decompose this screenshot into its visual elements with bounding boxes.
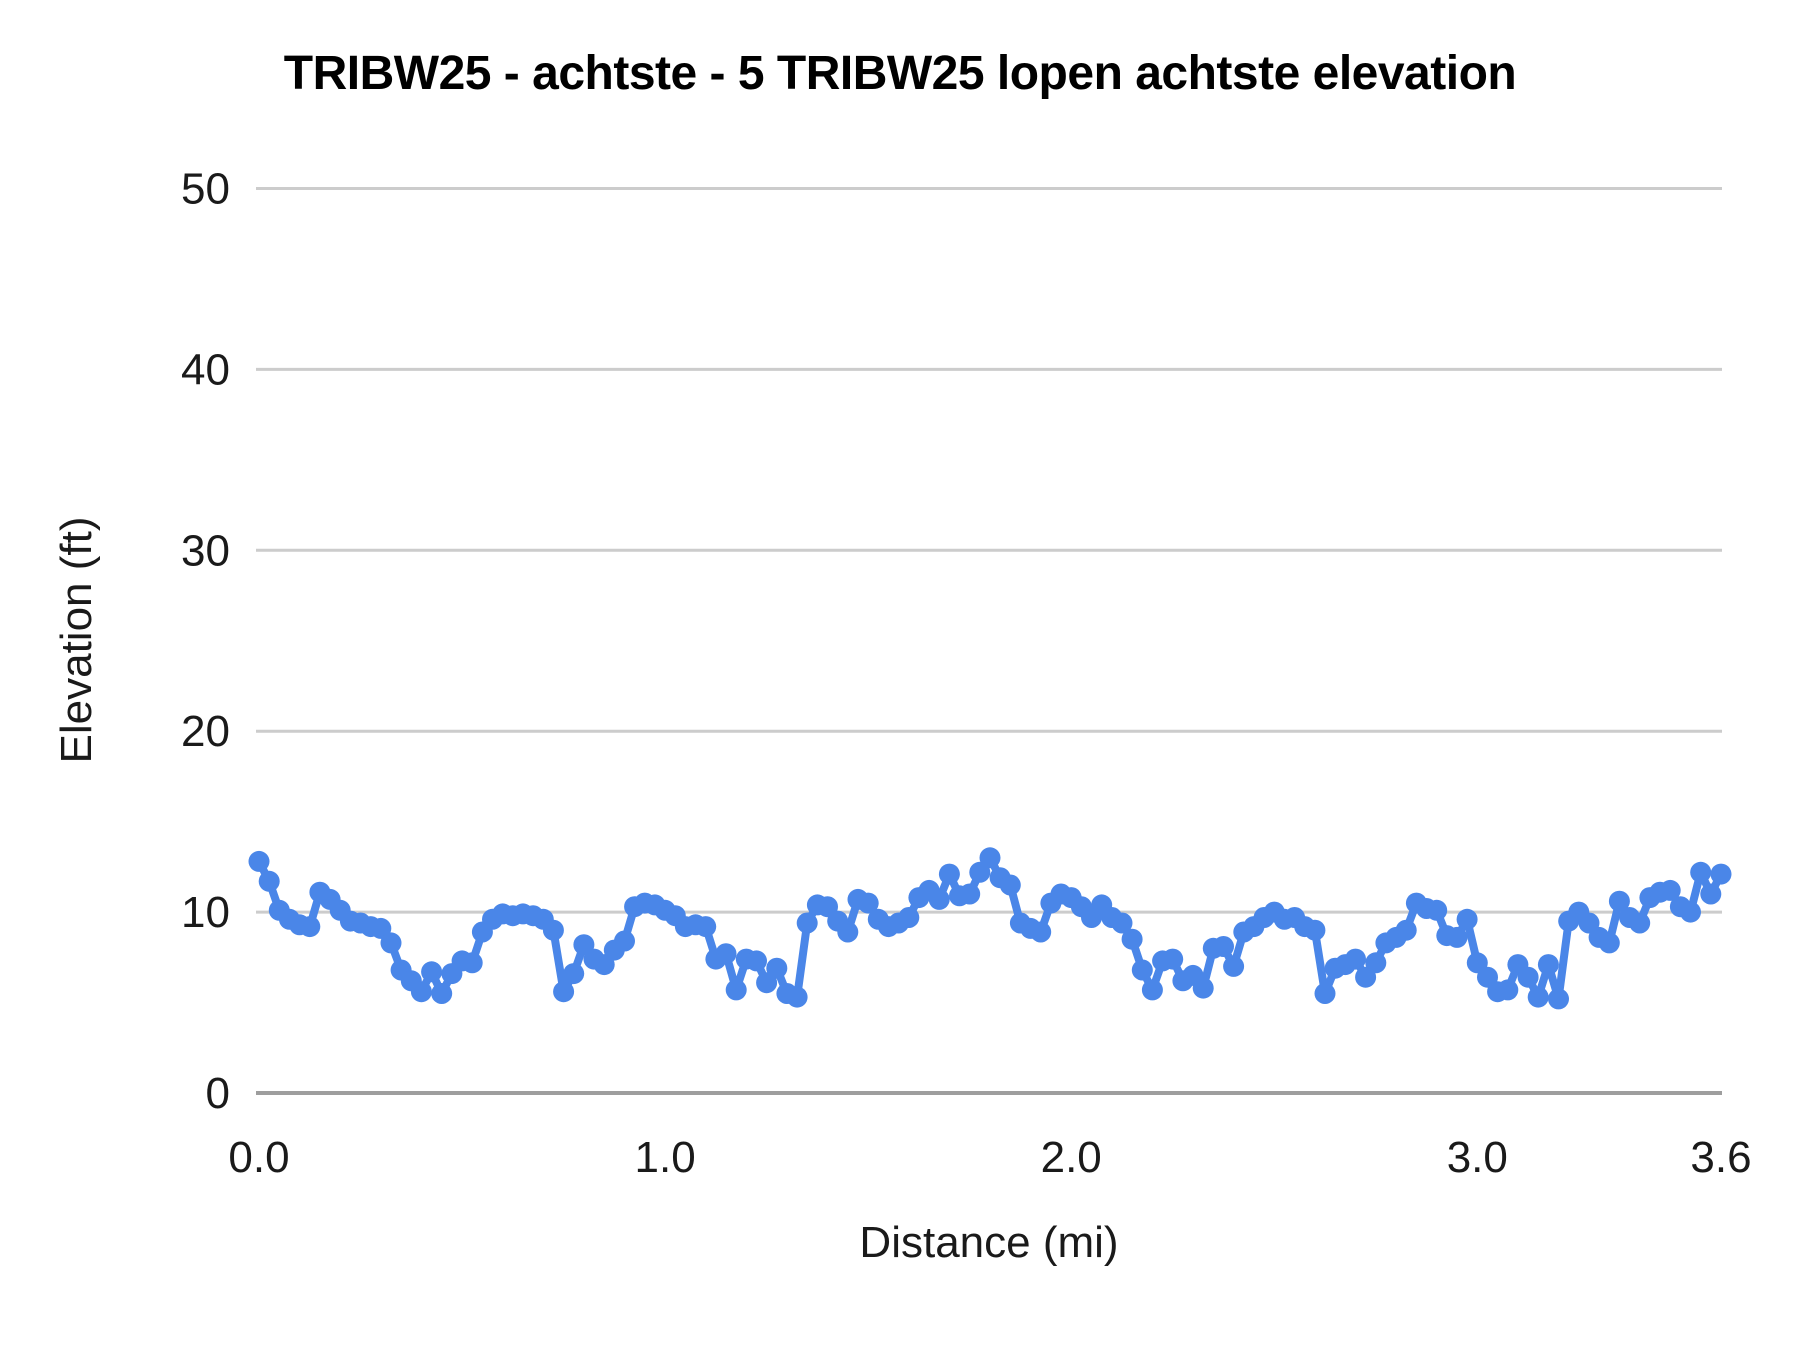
x-tick-label: 3.6 bbox=[1690, 1133, 1751, 1182]
data-point[interactable] bbox=[1680, 901, 1701, 923]
data-point[interactable] bbox=[1345, 948, 1366, 970]
data-point[interactable] bbox=[461, 952, 483, 974]
data-point[interactable] bbox=[421, 961, 443, 983]
y-tick-label: 50 bbox=[181, 165, 230, 214]
y-tick-label: 40 bbox=[181, 345, 230, 394]
data-point[interactable] bbox=[299, 916, 321, 938]
data-point[interactable] bbox=[1131, 959, 1153, 981]
data-point[interactable] bbox=[1446, 926, 1468, 948]
series-group bbox=[248, 847, 1732, 1010]
data-point[interactable] bbox=[1497, 979, 1519, 1001]
data-point[interactable] bbox=[938, 863, 960, 885]
data-point[interactable] bbox=[410, 981, 432, 1003]
data-point[interactable] bbox=[1395, 919, 1417, 941]
chart-title: TRIBW25 - achtste - 5 TRIBW25 lopen acht… bbox=[283, 47, 1517, 100]
data-point[interactable] bbox=[1659, 879, 1681, 901]
data-point[interactable] bbox=[1121, 928, 1143, 950]
x-tick-label: 0.0 bbox=[228, 1133, 289, 1182]
data-point[interactable] bbox=[1213, 936, 1234, 957]
data-point[interactable] bbox=[1527, 986, 1549, 1008]
data-point[interactable] bbox=[1162, 948, 1184, 970]
x-tick-label: 2.0 bbox=[1041, 1133, 1102, 1182]
y-tick-label: 20 bbox=[181, 707, 230, 756]
data-point[interactable] bbox=[1690, 861, 1712, 883]
data-point[interactable] bbox=[1537, 954, 1559, 976]
data-point[interactable] bbox=[1629, 912, 1651, 934]
data-point[interactable] bbox=[1710, 863, 1732, 885]
data-point[interactable] bbox=[766, 957, 788, 979]
x-tick-label: 1.0 bbox=[635, 1133, 696, 1182]
data-point[interactable] bbox=[563, 963, 585, 985]
data-point[interactable] bbox=[1700, 883, 1722, 905]
x-tick-labels-group: 0.0 1.0 2.0 3.0 3.6 bbox=[228, 1133, 1751, 1182]
data-point[interactable] bbox=[725, 979, 747, 1001]
data-point[interactable] bbox=[786, 986, 808, 1008]
data-point[interactable] bbox=[1030, 921, 1052, 943]
data-point[interactable] bbox=[258, 870, 280, 892]
data-point[interactable] bbox=[695, 916, 717, 938]
data-point[interactable] bbox=[959, 883, 981, 905]
data-point[interactable] bbox=[837, 921, 859, 943]
data-point[interactable] bbox=[796, 912, 818, 934]
data-point[interactable] bbox=[553, 981, 575, 1003]
data-point[interactable] bbox=[746, 950, 767, 972]
data-point[interactable] bbox=[898, 907, 920, 928]
data-point[interactable] bbox=[1223, 955, 1245, 977]
data-point[interactable] bbox=[614, 930, 635, 952]
data-point[interactable] bbox=[1598, 932, 1620, 954]
data-point[interactable] bbox=[1426, 899, 1448, 921]
data-point[interactable] bbox=[1365, 952, 1387, 974]
data-point[interactable] bbox=[1192, 977, 1214, 999]
data-point[interactable] bbox=[1304, 919, 1326, 941]
data-point[interactable] bbox=[1517, 966, 1539, 988]
y-tick-label: 0 bbox=[206, 1069, 230, 1118]
data-point[interactable] bbox=[1608, 890, 1630, 912]
data-point[interactable] bbox=[248, 850, 270, 872]
y-tick-label: 10 bbox=[181, 888, 230, 937]
data-point[interactable] bbox=[431, 983, 453, 1004]
data-point[interactable] bbox=[715, 943, 737, 965]
data-point[interactable] bbox=[979, 847, 1001, 869]
data-point[interactable] bbox=[380, 932, 402, 954]
y-tick-labels-group: 0 10 20 30 40 50 bbox=[181, 165, 230, 1119]
data-point[interactable] bbox=[1456, 908, 1478, 930]
data-point[interactable] bbox=[1141, 979, 1163, 1001]
y-tick-label: 30 bbox=[181, 526, 230, 575]
data-point[interactable] bbox=[999, 874, 1021, 896]
data-point[interactable] bbox=[542, 919, 564, 941]
x-axis-title: Distance (mi) bbox=[859, 1218, 1119, 1267]
x-tick-label: 3.0 bbox=[1447, 1133, 1508, 1182]
data-point[interactable] bbox=[1314, 983, 1336, 1004]
data-point[interactable] bbox=[857, 892, 879, 914]
gridlines-group bbox=[256, 187, 1722, 1095]
data-point[interactable] bbox=[1548, 988, 1569, 1010]
data-point[interactable] bbox=[928, 888, 950, 910]
data-point[interactable] bbox=[1111, 912, 1133, 934]
